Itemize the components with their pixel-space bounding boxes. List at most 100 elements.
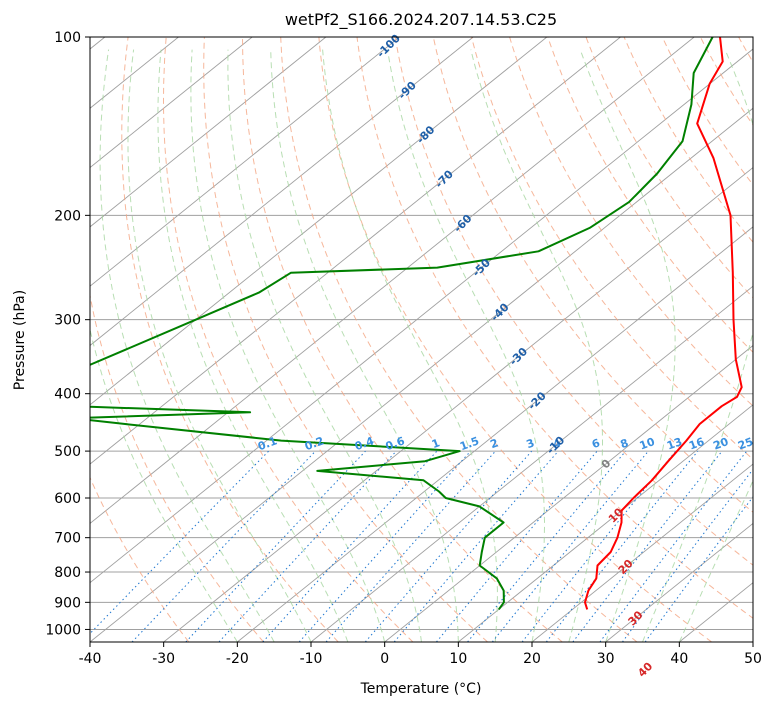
mixing-ratio-label: 13	[665, 435, 684, 452]
x-tick-label: 0	[380, 651, 389, 667]
dry-adiabat	[432, 37, 753, 513]
isotherm-label: 0	[599, 457, 614, 472]
dry-adiabat	[661, 37, 753, 186]
mixing-ratio-line	[262, 450, 438, 642]
mixing-ratio-line	[545, 450, 699, 642]
isotherm-label: -100	[374, 32, 403, 61]
isotherm-label: 40	[635, 660, 655, 680]
x-tick-label: -30	[152, 651, 175, 667]
dry-adiabat	[280, 37, 638, 642]
mixing-ratio-line	[298, 450, 472, 642]
dry-adiabat	[242, 37, 563, 642]
y-axis-label: Pressure (hPa)	[12, 290, 28, 390]
moist-adiabat	[270, 49, 459, 642]
isotherm-label: -40	[488, 300, 511, 323]
mixing-ratio-label: 6	[590, 436, 602, 451]
isotherm-line	[163, 167, 753, 642]
isotherm-label: -90	[396, 79, 419, 102]
moist-adiabat	[127, 49, 312, 642]
mixing-ratio-line	[185, 450, 366, 642]
isotherm-line	[90, 37, 474, 347]
mixing-ratio-label: 10	[638, 435, 657, 453]
dry-adiabat	[163, 37, 414, 642]
y-tick-label: 1000	[45, 622, 81, 638]
y-tick-label: 600	[54, 491, 81, 507]
dry-adiabat	[356, 37, 753, 619]
isotherm-label: -70	[433, 167, 456, 190]
moist-adiabat	[157, 49, 349, 642]
y-tick-label: 300	[54, 313, 81, 329]
y-tick-label: 700	[54, 531, 81, 547]
mixing-ratio-label: 8	[619, 436, 631, 451]
dry-adiabat	[121, 37, 339, 642]
isotherm-line	[90, 48, 753, 584]
mixing-ratio-line	[644, 496, 753, 642]
moist-adiabat	[99, 49, 275, 642]
mixing-ratio-line	[218, 450, 397, 642]
x-tick-label: 20	[523, 651, 541, 667]
mixing-ratio-label: 4	[551, 436, 563, 451]
x-tick-label: -10	[300, 651, 323, 667]
moist-adiabat	[322, 49, 498, 642]
y-tick-label: 500	[54, 444, 81, 460]
moist-adiabat	[190, 49, 386, 642]
isotherm-line	[90, 107, 753, 642]
isotherm-line	[752, 641, 753, 642]
dry-adiabat	[394, 37, 753, 566]
profiles	[90, 37, 743, 610]
isotherm-label: -20	[525, 389, 548, 412]
dry-adiabat	[90, 476, 190, 642]
x-axis-label: Temperature (°C)	[360, 681, 482, 697]
dry-adiabat	[509, 37, 753, 407]
x-tick-label: 40	[670, 651, 688, 667]
dry-adiabat	[547, 37, 753, 353]
mixing-ratio-label: 25	[736, 435, 755, 452]
isotherm-label: -80	[414, 123, 437, 146]
mixing-ratio-label: 0.6	[384, 434, 407, 453]
mixing-ratio-line	[393, 450, 559, 642]
isotherm-line	[90, 37, 548, 406]
plot-frame	[89, 36, 754, 643]
mixing-ratio-label: 2	[488, 436, 500, 451]
mixing-ratio-line	[325, 450, 496, 642]
mixing-ratio-label: 1.5	[458, 434, 481, 453]
isotherm-line	[458, 404, 753, 642]
dry-adiabat	[203, 37, 488, 642]
isotherm-label: 20	[616, 557, 636, 577]
moist-adiabat	[227, 49, 422, 642]
mixing-ratio-label: 0.2	[303, 434, 326, 453]
y-tick-label: 200	[54, 208, 81, 224]
isotherm-line	[531, 463, 753, 642]
temperature-profile	[584, 37, 743, 610]
x-tick-label: -20	[226, 651, 249, 667]
isotherm-label: 30	[626, 608, 646, 628]
mixing-ratio-label: 0.4	[353, 434, 376, 453]
isotherm-line	[90, 37, 621, 465]
y-tick-label: 100	[54, 30, 81, 46]
dry-adiabat	[738, 37, 753, 63]
mixing-ratio-line	[90, 450, 270, 635]
mixing-ratio-line	[131, 450, 316, 642]
mixing-ratio-line	[491, 450, 649, 642]
isotherm-line	[90, 37, 695, 524]
mixing-ratio-label: 20	[711, 435, 730, 453]
mixing-ratio-line	[621, 468, 753, 642]
y-tick-label: 400	[54, 387, 81, 403]
moist-adiabat	[387, 49, 545, 642]
isotherm-line	[90, 37, 400, 287]
isotherm-line	[90, 37, 253, 169]
dry-adiabat	[471, 37, 753, 460]
isotherm-line	[679, 582, 753, 642]
y-tick-label: 800	[54, 565, 81, 581]
mixing-ratio-label: 0.1	[256, 434, 279, 453]
isotherm-line	[384, 344, 753, 642]
dry-adiabat	[90, 37, 264, 642]
mixing-ratio-label: 1	[430, 436, 442, 451]
background-lines	[90, 37, 753, 642]
x-tick-label: -40	[79, 651, 102, 667]
dry-adiabat	[318, 37, 712, 642]
moist-adiabat	[642, 49, 753, 642]
x-tick-label: 30	[597, 651, 615, 667]
